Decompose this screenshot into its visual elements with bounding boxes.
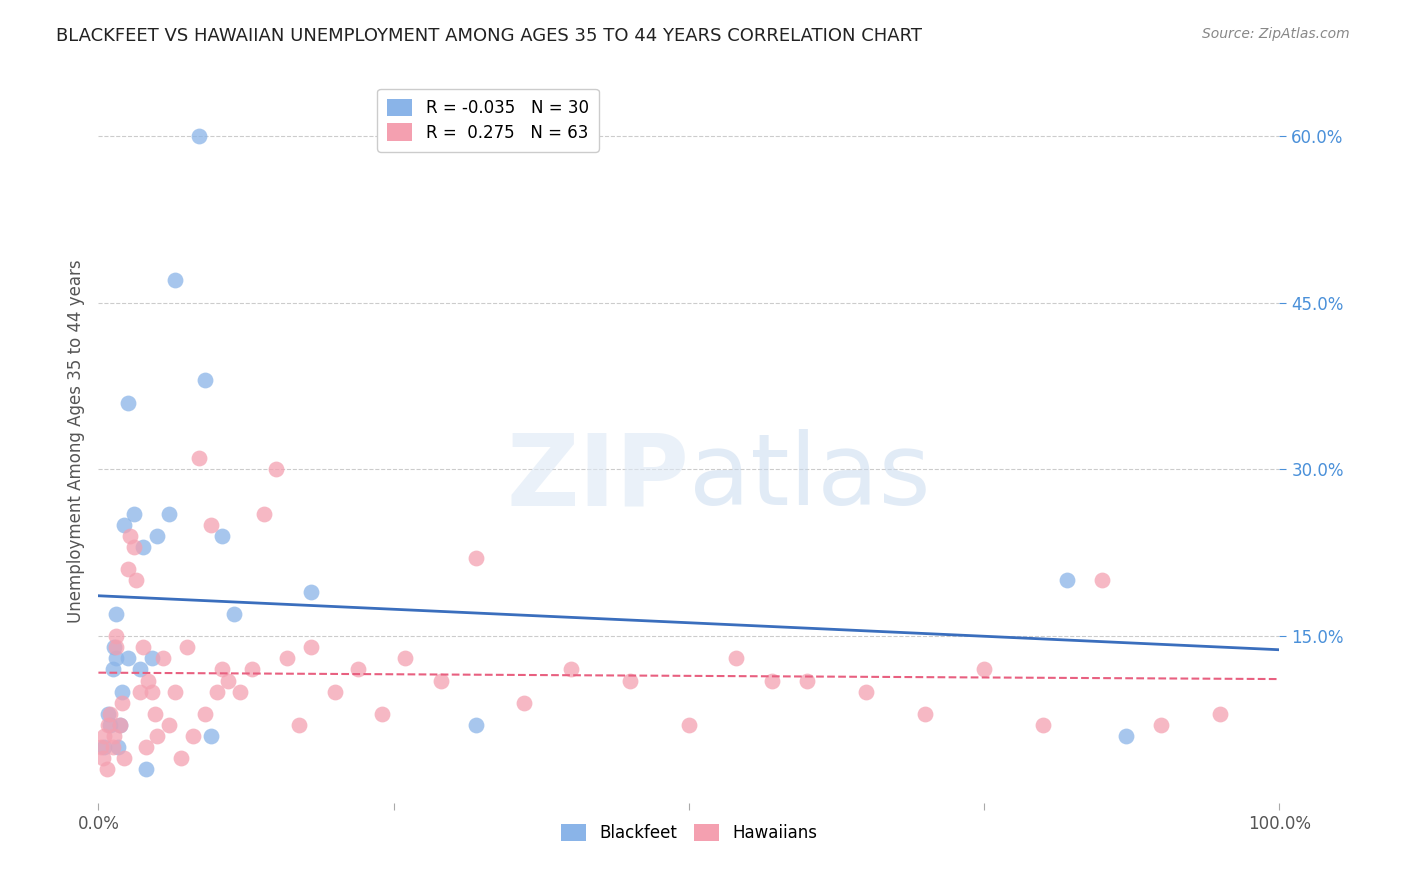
Point (108, 718, 131, 732)
Point (240, 662, 263, 676)
Point (128, 662, 150, 676)
Point (165, 684, 187, 698)
Point (117, 395, 139, 409)
Point (181, 729, 204, 743)
Point (165, 273, 187, 287)
Point (111, 696, 134, 710)
Point (200, 517, 222, 532)
Point (111, 684, 134, 698)
Point (187, 128, 209, 143)
Point (465, 551, 488, 566)
Point (512, 696, 534, 710)
Point (394, 651, 416, 665)
Point (796, 673, 818, 688)
Point (678, 718, 700, 732)
Point (97, 718, 120, 732)
Point (135, 763, 157, 777)
Point (347, 662, 370, 676)
Point (101, 740, 124, 755)
Point (224, 607, 246, 621)
Point (761, 673, 783, 688)
Point (560, 662, 582, 676)
Point (211, 529, 233, 543)
Point (91, 751, 114, 765)
Point (117, 562, 139, 576)
Text: ZIP: ZIP (506, 429, 689, 526)
Point (157, 507, 180, 521)
Point (973, 662, 995, 676)
Point (112, 517, 135, 532)
Point (135, 740, 157, 755)
Legend: Blackfeet, Hawaiians: Blackfeet, Hawaiians (551, 814, 827, 852)
Point (619, 673, 641, 688)
Point (1209, 706, 1232, 721)
Point (132, 540, 155, 554)
Point (105, 651, 128, 665)
Point (120, 529, 142, 543)
Point (105, 640, 128, 655)
Point (205, 684, 228, 698)
Point (914, 706, 936, 721)
Point (194, 373, 217, 387)
Point (323, 684, 346, 698)
Point (465, 718, 488, 732)
Point (187, 451, 209, 466)
Point (1150, 718, 1173, 732)
Point (253, 507, 276, 521)
Point (200, 729, 222, 743)
Text: BLACKFEET VS HAWAIIAN UNEMPLOYMENT AMONG AGES 35 TO 44 YEARS CORRELATION CHART: BLACKFEET VS HAWAIIAN UNEMPLOYMENT AMONG… (56, 27, 922, 45)
Text: atlas: atlas (689, 429, 931, 526)
Point (1032, 718, 1054, 732)
Point (108, 718, 131, 732)
Point (276, 651, 298, 665)
Y-axis label: Unemployment Among Ages 35 to 44 years: Unemployment Among Ages 35 to 44 years (66, 260, 84, 624)
Point (725, 651, 748, 665)
Point (146, 729, 169, 743)
Point (107, 740, 129, 755)
Point (101, 662, 124, 676)
Point (128, 684, 150, 698)
Point (264, 462, 287, 476)
Point (98, 706, 121, 721)
Point (105, 607, 128, 621)
Point (141, 651, 163, 665)
Point (122, 540, 145, 554)
Point (105, 629, 128, 643)
Point (288, 718, 311, 732)
Point (93, 740, 115, 755)
Point (141, 684, 163, 698)
Point (1091, 574, 1114, 588)
Point (152, 651, 174, 665)
Point (132, 640, 155, 655)
Point (299, 584, 322, 599)
Point (1115, 729, 1137, 743)
Point (122, 507, 145, 521)
Point (112, 751, 135, 765)
Point (136, 673, 159, 688)
Text: Source: ZipAtlas.com: Source: ZipAtlas.com (1202, 27, 1350, 41)
Point (371, 706, 394, 721)
Point (211, 662, 233, 676)
Point (98, 718, 121, 732)
Point (143, 706, 166, 721)
Point (855, 684, 877, 698)
Point (229, 684, 252, 698)
Point (97, 706, 120, 721)
Point (103, 640, 125, 655)
Point (90, 740, 112, 755)
Point (217, 673, 239, 688)
Point (93, 729, 115, 743)
Point (176, 640, 198, 655)
Point (117, 651, 139, 665)
Point (157, 718, 180, 732)
Point (299, 640, 322, 655)
Point (96, 763, 118, 777)
Point (1056, 574, 1078, 588)
Point (125, 574, 148, 588)
Point (103, 729, 125, 743)
Point (194, 706, 217, 721)
Point (430, 673, 453, 688)
Point (146, 529, 169, 543)
Point (170, 751, 193, 765)
